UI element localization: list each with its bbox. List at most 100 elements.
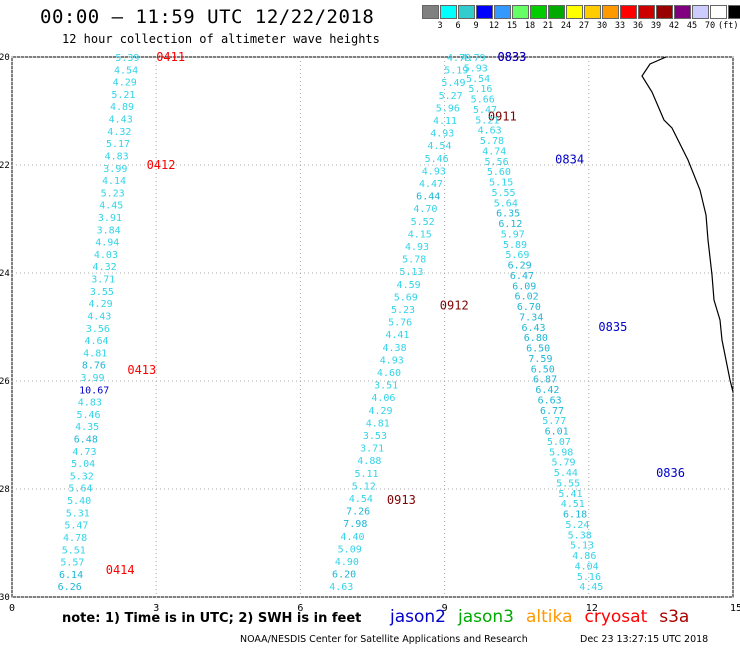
footer-note: note: 1) Time is in UTC; 2) SWH is in fe… [62, 611, 362, 626]
swh-value: 5.52 [411, 217, 435, 228]
y-tick-label: 30 [0, 593, 10, 603]
swh-value: 6.50 [531, 364, 555, 375]
swh-value: 4.35 [75, 422, 99, 433]
swh-value: 6.47 [510, 271, 534, 282]
swh-value: 5.54 [466, 74, 490, 85]
legend-label: 36 [632, 21, 644, 31]
swh-value: 6.18 [563, 510, 587, 521]
swh-value: 4.93 [430, 129, 454, 140]
legend-swatch [548, 5, 565, 19]
y-tick-label: 22 [0, 161, 10, 171]
swh-value: 6.80 [524, 333, 548, 344]
legend-swatch [656, 5, 673, 19]
swh-value: 10.67 [79, 385, 109, 396]
swh-value: 4.29 [369, 406, 393, 417]
swh-value: 5.64 [68, 484, 92, 495]
satellite-name: s3a [659, 607, 690, 627]
legend-swatch [674, 5, 691, 19]
swh-value: 3.71 [360, 444, 384, 455]
swh-value: 4.93 [405, 242, 429, 253]
swh-value: 5.55 [556, 478, 580, 489]
swh-value: 5.13 [399, 267, 423, 278]
satellite-name: jason2 [390, 607, 446, 627]
chart-title: 00:00 — 11:59 UTC 12/22/2018 [40, 6, 375, 28]
swh-value: 5.89 [503, 240, 527, 251]
legend-swatch [440, 5, 457, 19]
swh-value: 4.43 [109, 115, 133, 126]
legend-label: 9 [473, 21, 479, 31]
swh-value: 5.57 [60, 558, 84, 569]
swh-value: 5.76 [388, 318, 412, 329]
time-label: 0835 [598, 320, 627, 334]
swh-value: 5.23 [101, 188, 125, 199]
swh-value: 6.35 [496, 209, 520, 220]
legend-label: 42 [668, 21, 680, 31]
swh-value: 5.17 [106, 139, 130, 150]
swh-value: 4.63 [478, 126, 502, 137]
time-label: 0414 [106, 563, 135, 577]
swh-value: 4.90 [335, 557, 359, 568]
swh-value: 5.78 [402, 255, 426, 266]
swh-value: 5.51 [62, 545, 86, 556]
swh-value: 6.09 [512, 281, 536, 292]
swh-value: 5.40 [67, 496, 91, 507]
swh-value: 4.93 [380, 355, 404, 366]
legend-label: 15 [506, 21, 518, 31]
chart-subtitle: 12 hour collection of altimeter wave hei… [62, 32, 380, 46]
swh-value: 3.56 [86, 324, 110, 335]
footer-timestamp: Dec 23 13:27:15 UTC 2018 [580, 634, 709, 645]
swh-value: 4.11 [433, 116, 457, 127]
swh-value: 3.99 [80, 373, 104, 384]
x-tick-label: 15 [730, 603, 740, 614]
legend-swatch [530, 5, 547, 19]
y-tick-label: 26 [0, 377, 10, 387]
swh-value: 4.15 [408, 229, 432, 240]
swh-value: 6.01 [545, 427, 569, 438]
swh-value: 6.20 [332, 570, 356, 581]
swh-value: 5.15 [489, 178, 513, 189]
x-tick-label: 12 [586, 603, 598, 614]
swh-value: 5.78 [480, 136, 504, 147]
swh-value: 4.79 [447, 53, 471, 64]
swh-value: 4.54 [114, 65, 138, 76]
swh-value: 5.04 [71, 459, 95, 470]
swh-value: 5.49 [441, 78, 465, 89]
legend-label: 39 [650, 21, 662, 31]
swh-value: 4.59 [397, 280, 421, 291]
swh-value: 8.76 [82, 361, 106, 372]
swh-value: 5.09 [338, 544, 362, 555]
legend-swatch [584, 5, 601, 19]
swh-value: 5.97 [501, 229, 525, 240]
legend-swatches [422, 5, 740, 19]
time-label: 0413 [127, 363, 156, 377]
swh-value: 4.79 [461, 53, 485, 64]
satellite-name: jason3 [458, 607, 514, 627]
swh-value: 5.38 [568, 530, 592, 541]
legend-label: 45 [686, 21, 698, 31]
y-tick-label: 20 [0, 53, 10, 63]
swh-value: 5.21 [475, 115, 499, 126]
legend-label: 33 [614, 21, 626, 31]
swh-value: 3.91 [98, 213, 122, 224]
swh-value: 4.04 [575, 561, 599, 572]
x-tick-label: 0 [9, 603, 15, 614]
swh-value: 5.98 [549, 447, 573, 458]
swh-value: 5.69 [394, 292, 418, 303]
swh-value: 4.43 [87, 311, 111, 322]
swh-value: 5.13 [570, 541, 594, 552]
swh-value: 4.40 [340, 532, 364, 543]
swh-value: 5.46 [425, 154, 449, 165]
swh-value: 6.02 [515, 292, 539, 303]
swh-value: 6.42 [535, 385, 559, 396]
swh-value: 3.53 [363, 431, 387, 442]
swh-value: 4.63 [329, 582, 353, 593]
legend-swatch [602, 5, 619, 19]
swh-value: 5.56 [485, 157, 509, 168]
legend-swatch [710, 5, 727, 19]
swh-value: 6.29 [508, 261, 532, 272]
swh-value: 4.32 [93, 262, 117, 273]
swh-value: 3.71 [91, 275, 115, 286]
swh-value: 4.45 [579, 582, 603, 593]
color-legend: 3 6 9 12 15 18 21 24 27 30 33 36 39 42 45 70 (ft) [422, 5, 740, 33]
